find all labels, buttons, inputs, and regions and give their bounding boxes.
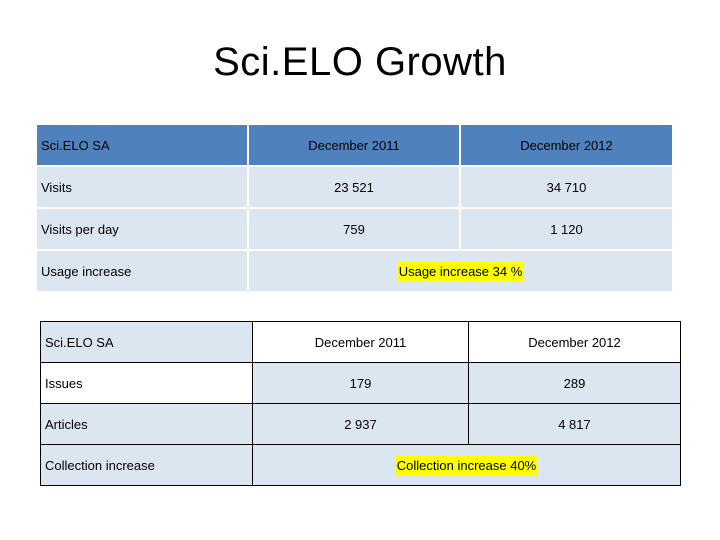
- row-label: Visits per day: [37, 208, 248, 251]
- cell-2012: 34 710: [459, 166, 672, 209]
- row-label: Visits: [37, 166, 248, 209]
- row-label: Issues: [40, 362, 253, 404]
- usage-table: Sci.ELO SA December 2011 December 2012 V…: [37, 125, 672, 293]
- collection-increase-label: Collection increase: [40, 444, 253, 486]
- usage-increase-label: Usage increase: [37, 250, 248, 293]
- collection-header-entity: Sci.ELO SA: [40, 321, 253, 363]
- cell-2012: 289: [468, 362, 681, 404]
- cell-2011: 179: [252, 362, 469, 404]
- collection-header-2012: December 2012: [468, 321, 681, 363]
- cell-2011: 2 937: [252, 403, 469, 445]
- collection-table: Sci.ELO SA December 2011 December 2012 I…: [40, 321, 681, 486]
- cell-2011: 23 521: [247, 166, 460, 209]
- collection-increase-cell: Collection increase 40%: [252, 444, 681, 486]
- cell-2012: 4 817: [468, 403, 681, 445]
- cell-2011: 759: [247, 208, 460, 251]
- usage-increase-value: Usage increase 34 %: [396, 261, 525, 281]
- usage-increase-cell: Usage increase 34 %: [247, 250, 672, 293]
- cell-2012: 1 120: [459, 208, 672, 251]
- table-row: Collection increase Collection increase …: [40, 444, 681, 486]
- table-row: Visits per day 759 1 120: [37, 208, 672, 251]
- collection-increase-value: Collection increase 40%: [394, 455, 539, 475]
- slide-title: Sci.ELO Growth: [213, 40, 507, 84]
- table-row: Visits 23 521 34 710: [37, 166, 672, 209]
- collection-header-2011: December 2011: [252, 321, 469, 363]
- usage-header-2012: December 2012: [459, 125, 672, 167]
- usage-header-entity: Sci.ELO SA: [37, 125, 248, 167]
- row-label: Articles: [40, 403, 253, 445]
- collection-table-header: Sci.ELO SA December 2011 December 2012: [40, 321, 681, 363]
- table-row: Usage increase Usage increase 34 %: [37, 250, 672, 293]
- table-row: Issues 179 289: [40, 362, 681, 404]
- table-row: Articles 2 937 4 817: [40, 403, 681, 445]
- usage-table-header: Sci.ELO SA December 2011 December 2012: [37, 125, 672, 167]
- usage-header-2011: December 2011: [247, 125, 460, 167]
